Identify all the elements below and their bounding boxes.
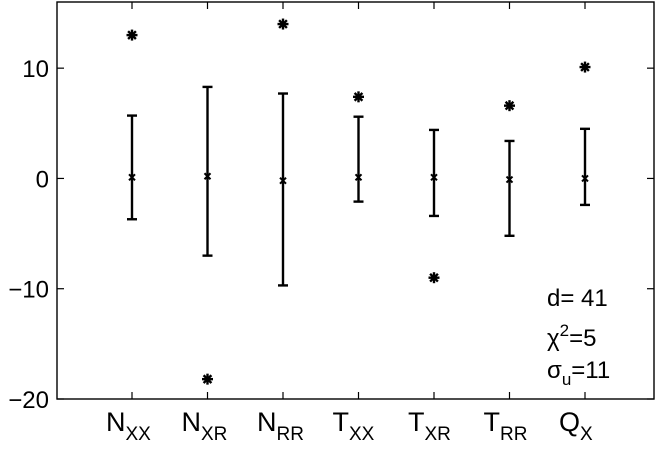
- y-tick-label: 0: [36, 166, 49, 193]
- x-tick-label-sub: XX: [126, 424, 152, 445]
- x-tick-label-base: T: [333, 407, 350, 437]
- stat-annotation-base: σ: [547, 357, 562, 384]
- chart-annotations: d= 41 χ2=5 σu=11: [547, 285, 610, 389]
- x-tick-label-base: N: [182, 407, 202, 437]
- x-tick-label-sub: RR: [277, 424, 304, 445]
- stat-annotation-base: d= 41: [547, 285, 608, 312]
- x-tick-label-sub: RR: [500, 424, 527, 445]
- stat-annotation-tail: =5: [569, 325, 596, 352]
- chart-marks: [126, 18, 591, 385]
- stat-annotation-base: χ: [547, 325, 560, 352]
- y-tick-label: −20: [8, 387, 49, 414]
- x-tick-label-sub: XX: [349, 424, 375, 445]
- x-tick-label-base: T: [408, 407, 425, 437]
- x-tick-label: NXX: [106, 407, 151, 445]
- stat-annotation: d= 41: [547, 285, 608, 312]
- x-tick-label-base: Q: [559, 407, 580, 437]
- outlier-point: [428, 272, 440, 284]
- x-tick-label-sub: X: [580, 424, 593, 445]
- plot-frame: [56, 1, 655, 400]
- outlier-point: [504, 100, 515, 112]
- center-point: [581, 174, 589, 183]
- center-point: [128, 173, 136, 182]
- x-tick-label: TRR: [484, 407, 528, 445]
- outlier-point: [202, 373, 213, 385]
- x-tick-label-base: N: [106, 407, 126, 437]
- stat-annotation: χ2=5: [547, 321, 596, 352]
- x-tick-label: QX: [559, 407, 593, 445]
- stat-annotation: σu=11: [547, 357, 610, 389]
- center-point: [354, 173, 363, 182]
- center-point: [203, 172, 212, 180]
- center-point: [279, 176, 287, 185]
- x-tick-label: TXR: [408, 407, 451, 445]
- stat-annotation-sub: u: [562, 370, 571, 389]
- center-point: [430, 173, 438, 182]
- stat-annotation-tail: =11: [571, 357, 610, 384]
- center-point: [505, 175, 514, 184]
- outlier-point: [353, 91, 364, 103]
- outlier-point: [277, 18, 289, 30]
- x-tick-label-base: N: [257, 407, 277, 437]
- x-tick-label-base: T: [484, 407, 501, 437]
- stat-annotation-sup: 2: [560, 321, 569, 340]
- x-tick-label-sub: XR: [201, 424, 227, 445]
- y-tick-label: 10: [22, 56, 49, 83]
- outlier-point: [126, 29, 138, 41]
- x-tick-label: NRR: [257, 407, 304, 445]
- x-tick-label: TXX: [333, 407, 375, 445]
- outlier-point: [579, 61, 591, 73]
- x-tick-label: NXR: [182, 407, 228, 445]
- x-tick-label-sub: XR: [425, 424, 451, 445]
- y-tick-label: −10: [8, 277, 49, 304]
